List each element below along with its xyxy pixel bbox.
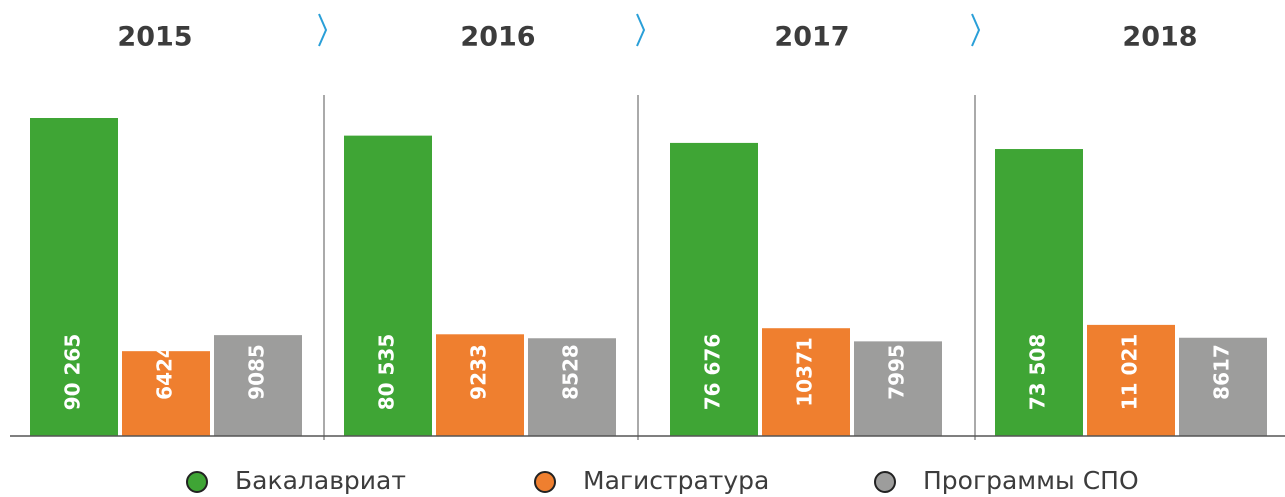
legend-label: Магистратура bbox=[583, 466, 769, 495]
bar bbox=[436, 334, 524, 436]
bar bbox=[214, 335, 302, 436]
value-label: 6424 bbox=[153, 344, 177, 400]
chevron bbox=[318, 13, 328, 47]
year-title: 2018 bbox=[1122, 22, 1197, 53]
value-label: 80 535 bbox=[375, 334, 399, 411]
legend-marker bbox=[874, 471, 896, 493]
bar bbox=[762, 328, 850, 436]
value-label: 73 508 bbox=[1026, 334, 1050, 411]
legend-marker bbox=[534, 471, 556, 493]
bar bbox=[528, 338, 616, 436]
bar bbox=[995, 149, 1083, 436]
value-label: 8528 bbox=[559, 344, 583, 400]
year-title: 2017 bbox=[774, 22, 849, 53]
value-label: 7995 bbox=[885, 344, 909, 400]
bar bbox=[670, 142, 758, 436]
value-label: 8617 bbox=[1210, 344, 1234, 400]
value-label: 76 676 bbox=[701, 334, 725, 411]
chevron bbox=[971, 13, 981, 47]
bar bbox=[1179, 337, 1267, 436]
value-label: 11 021 bbox=[1118, 334, 1142, 411]
decor bbox=[318, 13, 981, 47]
bar bbox=[30, 118, 118, 436]
separators bbox=[323, 95, 976, 440]
value-label: 9233 bbox=[467, 344, 491, 400]
bar bbox=[344, 135, 432, 436]
value-label: 9085 bbox=[245, 344, 269, 400]
legend-label: Бакалавриат bbox=[235, 466, 406, 495]
legend-label: Программы СПО bbox=[923, 466, 1139, 495]
bar bbox=[854, 341, 942, 436]
year-title: 2015 bbox=[117, 22, 192, 53]
legend-marker bbox=[186, 471, 208, 493]
chevron bbox=[636, 13, 646, 47]
bar bbox=[1087, 324, 1175, 436]
bar bbox=[122, 351, 210, 436]
value-label: 10371 bbox=[793, 337, 817, 407]
value-label: 90 265 bbox=[61, 334, 85, 411]
year-title: 2016 bbox=[460, 22, 535, 53]
